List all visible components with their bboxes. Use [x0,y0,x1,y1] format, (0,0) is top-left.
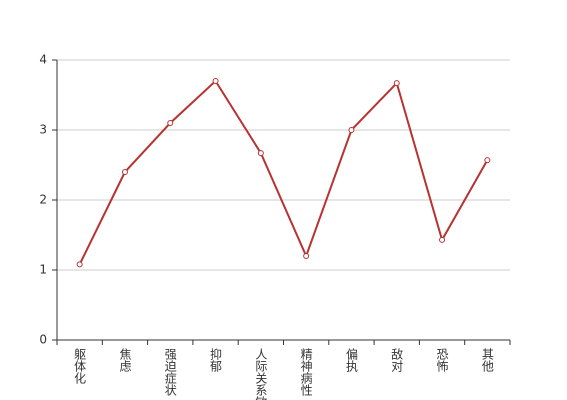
x-tick-label: 偏执 [344,347,358,373]
y-tick-label: 3 [39,123,47,137]
y-tick-label: 4 [39,53,47,67]
point [393,80,400,87]
point [439,236,446,243]
point [303,253,310,259]
x-tick-label: 躯体化 [73,347,87,385]
x-tick-label: 人际关系敏感 [254,348,268,400]
y-tick-label: 0 [39,333,47,347]
x-tick-label: 抑郁 [209,347,223,373]
line [78,79,489,265]
point [76,261,83,268]
point [121,169,128,175]
y-tick-label: 1 [39,263,47,277]
point [484,157,491,164]
point [167,120,174,126]
x-tick-label: 精神病性 [299,348,313,397]
x-tick-label: 敌对 [390,347,404,372]
x-tick-label: 强迫症状 [163,348,177,396]
x-tick-label: 焦虑 [118,348,132,372]
point [212,78,219,84]
y-tick-label: 2 [39,193,47,207]
point [257,150,264,157]
point [348,127,355,133]
x-tick-label: 恐怖 [435,348,449,372]
x-tick-label: 其他 [480,348,494,372]
